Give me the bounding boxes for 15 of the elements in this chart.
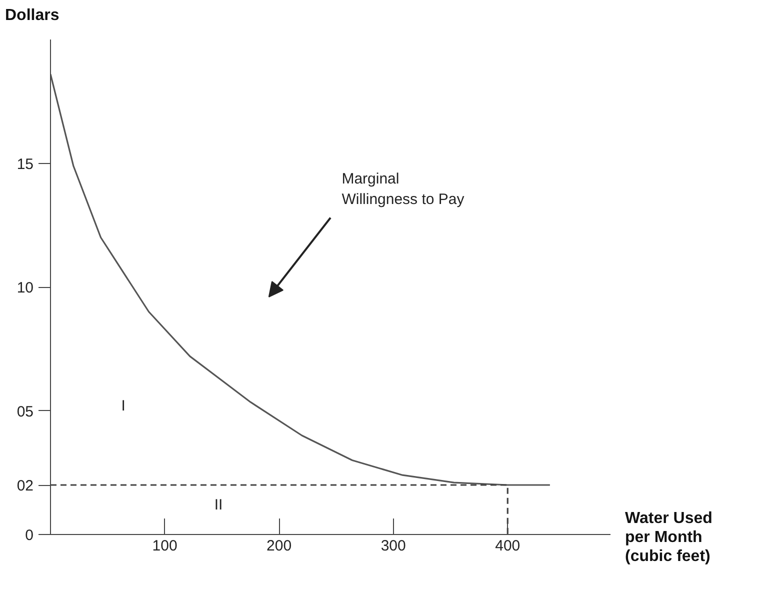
annotation: Marginal Willingness to Pay [342,170,465,208]
x-tick-label: 300 [380,538,406,554]
x-tick-label: 100 [152,538,178,554]
y-tick-label: 05 [16,403,34,420]
x-axis-title: Water Used per Month (cubic feet) [625,509,714,567]
y-tick-label: 10 [16,280,34,296]
line-series [50,73,551,486]
y-tick-label: 0 [25,527,34,544]
y-tick-label: 02 [16,478,34,494]
x-tick-label: 400 [495,538,520,554]
y-axis-title: Dollars [5,6,60,26]
y-tick-label: 15 [16,156,34,173]
annotation: I [121,397,126,414]
annotation: II [214,496,223,514]
x-tick-label: 200 [266,538,292,554]
